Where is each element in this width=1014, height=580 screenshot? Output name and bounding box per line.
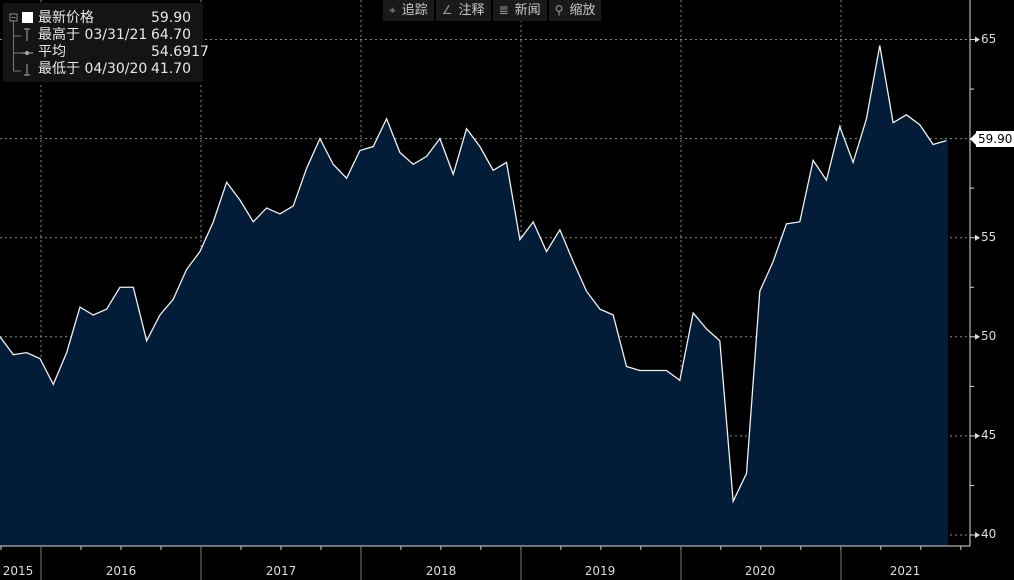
- x-tick-label: 2019: [584, 564, 616, 578]
- x-tick-label: 2020: [744, 564, 776, 578]
- legend-low-label: 最低于: [38, 61, 80, 77]
- last-value-label: 59.90: [969, 131, 1014, 147]
- y-tick-label: 55: [981, 230, 997, 244]
- y-tick-arrow: [975, 333, 980, 340]
- legend-low: 最低于 04/30/20: [38, 60, 147, 78]
- x-tick-label: 2016: [105, 564, 137, 578]
- price-line: [0, 45, 947, 504]
- legend-high: 最高于 03/31/21: [38, 26, 147, 44]
- crosshair-icon: ⌖: [389, 3, 396, 17]
- y-tick-label: 45: [981, 428, 997, 442]
- track-button[interactable]: ⌖ 追踪: [383, 0, 434, 21]
- legend-panel[interactable]: 最新价格 59.90 最高于 03/31/21 64.70 平均 54.6917…: [3, 3, 209, 82]
- zoom-label: 缩放: [569, 3, 596, 18]
- y-tick-arrow: [975, 234, 980, 241]
- x-tick-label: 2021: [889, 564, 921, 578]
- magnifier-icon: ⚲: [554, 3, 564, 17]
- annotate-button[interactable]: ∠ 注释: [435, 0, 491, 21]
- annotate-label: 注释: [458, 3, 485, 18]
- legend-last-price-value: 59.90: [151, 10, 192, 26]
- y-tick-arrow: [975, 532, 980, 538]
- legend-average-label: 平均: [38, 44, 66, 60]
- legend-high-label: 最高于: [38, 27, 80, 43]
- pencil-icon: ∠: [441, 3, 453, 17]
- legend-tree-icon: [9, 12, 33, 76]
- legend-last-price-label: 最新价格: [38, 10, 94, 26]
- news-icon: ≣: [498, 3, 509, 17]
- legend-high-date: 03/31/21: [84, 27, 148, 43]
- legend-low-date: 04/30/20: [84, 61, 148, 77]
- price-area: [0, 45, 948, 547]
- track-label: 追踪: [401, 3, 428, 18]
- y-tick-arrow: [975, 432, 980, 439]
- x-tick-label: 2017: [265, 564, 297, 578]
- chart-toolbar: ⌖ 追踪 ∠ 注释 ≣ 新闻 ⚲ 缩放: [383, 0, 602, 21]
- zoom-button[interactable]: ⚲ 缩放: [548, 0, 602, 21]
- y-tick-label: 50: [981, 329, 997, 343]
- legend-average-value: 54.6917: [151, 44, 209, 60]
- y-tick-arrow: [975, 36, 980, 43]
- y-tick-label: 40: [981, 527, 997, 541]
- x-tick-label: 2018: [425, 564, 457, 578]
- x-tick-label: 2015: [2, 564, 34, 578]
- legend-low-value: 41.70: [151, 61, 192, 77]
- news-button[interactable]: ≣ 新闻: [492, 0, 547, 21]
- news-label: 新闻: [514, 3, 541, 18]
- legend-high-value: 64.70: [151, 27, 192, 43]
- y-tick-label: 65: [981, 32, 997, 46]
